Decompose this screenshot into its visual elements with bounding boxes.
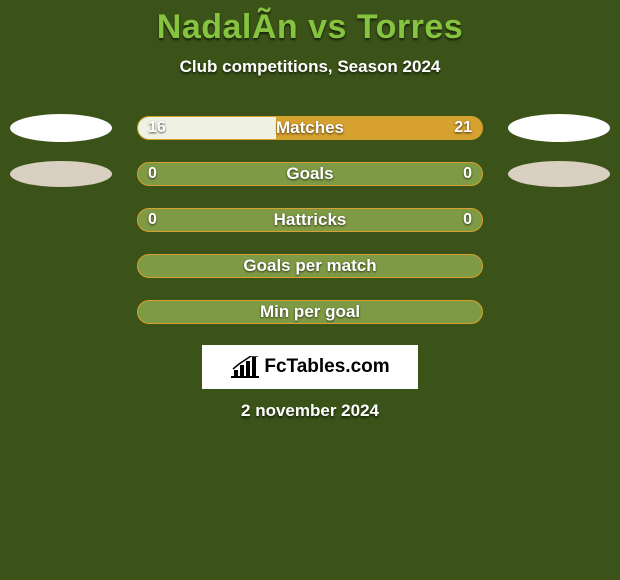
stat-value-right: 0	[463, 211, 472, 229]
stat-row: Goals per match	[0, 243, 620, 289]
bar-fill-right	[276, 117, 482, 139]
stat-bar: Hattricks0 0	[137, 208, 483, 232]
accent-ellipse	[508, 161, 610, 187]
stat-value-left: 0	[148, 211, 157, 229]
stat-row: Goals0 0	[0, 151, 620, 197]
stat-label: Min per goal	[138, 302, 482, 322]
stat-rows: Matches1621Goals00Hattricks00Goals per m…	[0, 105, 620, 335]
stat-label: Goals	[138, 164, 482, 184]
accent-ellipse	[508, 114, 610, 142]
stat-row: Matches1621	[0, 105, 620, 151]
page-title: NadalÃ­n vs Torres	[0, 8, 620, 47]
date-text: 2 november 2024	[0, 401, 620, 421]
stat-bar: Goals per match	[137, 254, 483, 278]
comparison-card: NadalÃ­n vs Torres Club competitions, Se…	[0, 0, 620, 580]
stat-bar: Goals0 0	[137, 162, 483, 186]
bar-chart-icon	[230, 356, 260, 378]
stat-value-left: 0	[148, 165, 157, 183]
stat-label: Goals per match	[138, 256, 482, 276]
bar-fill-left	[138, 117, 276, 139]
subtitle: Club competitions, Season 2024	[0, 57, 620, 77]
branding-text: FcTables.com	[264, 356, 389, 378]
stat-label: Hattricks	[138, 210, 482, 230]
stat-row: Hattricks0 0	[0, 197, 620, 243]
stat-value-right: 0	[463, 165, 472, 183]
accent-ellipse	[10, 114, 112, 142]
stat-row: Min per goal	[0, 289, 620, 335]
stat-bar: Matches1621	[137, 116, 483, 140]
stat-bar: Min per goal	[137, 300, 483, 324]
branding-box: FcTables.com	[202, 345, 418, 389]
accent-ellipse	[10, 161, 112, 187]
